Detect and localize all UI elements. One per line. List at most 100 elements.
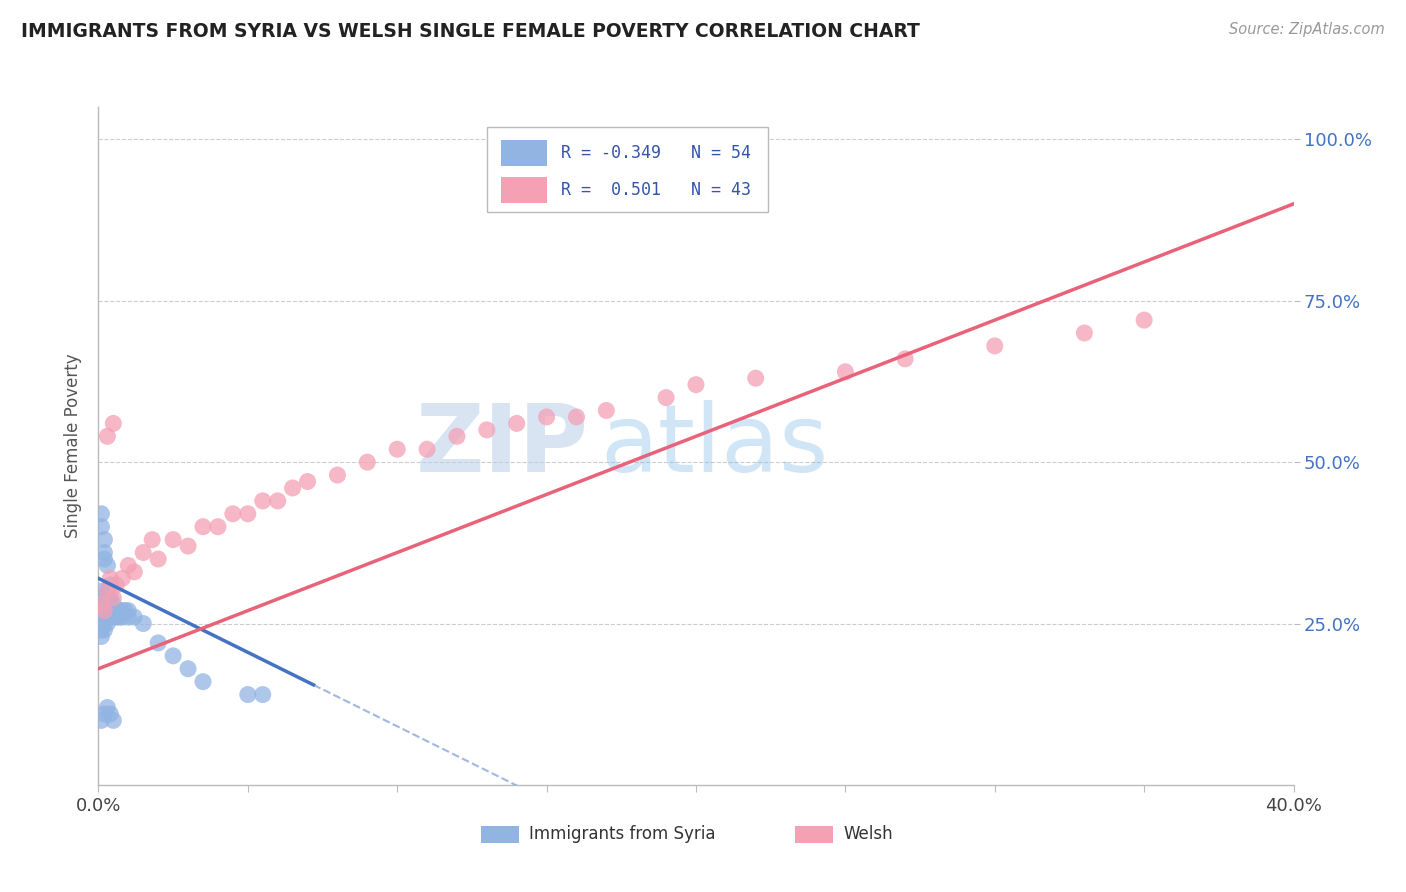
Point [105, 578, 128, 592]
Point [114, 604, 136, 618]
Point [98, 591, 122, 605]
Point [117, 604, 139, 618]
Point [90, 597, 112, 611]
Point [111, 610, 134, 624]
Point [252, 688, 274, 702]
Text: ZIP: ZIP [416, 400, 589, 492]
Point [191, 519, 214, 533]
Point [98, 610, 122, 624]
Point [191, 674, 214, 689]
Point [93, 610, 115, 624]
Point [93, 616, 115, 631]
Point [103, 714, 125, 728]
Text: Immigrants from Syria: Immigrants from Syria [529, 825, 716, 844]
Point [90, 610, 112, 624]
Point [108, 610, 131, 624]
Point [141, 533, 163, 547]
Point [385, 442, 409, 457]
Text: IMMIGRANTS FROM SYRIA VS WELSH SINGLE FEMALE POVERTY CORRELATION CHART: IMMIGRANTS FROM SYRIA VS WELSH SINGLE FE… [21, 22, 920, 41]
Point [111, 604, 134, 618]
Point [595, 403, 617, 417]
Point [236, 688, 259, 702]
Point [96, 610, 118, 624]
Point [132, 616, 155, 631]
Bar [796, 826, 834, 843]
Point [177, 539, 200, 553]
Point [1073, 326, 1095, 340]
Point [93, 706, 115, 721]
Text: Source: ZipAtlas.com: Source: ZipAtlas.com [1229, 22, 1385, 37]
Point [834, 365, 856, 379]
Point [745, 371, 768, 385]
Point [98, 604, 122, 618]
Point [326, 468, 349, 483]
Point [90, 630, 112, 644]
Y-axis label: Single Female Poverty: Single Female Poverty [65, 354, 83, 538]
Point [103, 604, 125, 618]
Point [96, 429, 118, 443]
Point [162, 648, 184, 663]
Point [685, 377, 707, 392]
Point [894, 351, 917, 366]
Point [148, 552, 170, 566]
Point [90, 519, 112, 533]
Point [96, 700, 118, 714]
Point [655, 391, 678, 405]
Point [98, 578, 122, 592]
Bar [481, 826, 519, 843]
Point [984, 339, 1007, 353]
Point [117, 610, 139, 624]
Point [93, 533, 115, 547]
Point [267, 494, 290, 508]
Point [236, 507, 259, 521]
Point [506, 417, 529, 431]
Point [93, 552, 115, 566]
Point [93, 591, 115, 605]
Point [108, 604, 131, 618]
FancyBboxPatch shape [486, 128, 768, 212]
Point [96, 597, 118, 611]
Point [1133, 313, 1156, 327]
Point [356, 455, 378, 469]
Point [207, 519, 229, 533]
Point [475, 423, 498, 437]
Point [90, 623, 112, 637]
Point [93, 604, 115, 618]
Point [98, 597, 122, 611]
Point [90, 604, 112, 618]
Point [93, 604, 115, 618]
Point [90, 616, 112, 631]
Text: atlas: atlas [600, 400, 828, 492]
Point [90, 507, 112, 521]
Point [103, 597, 125, 611]
Point [96, 616, 118, 631]
Point [103, 417, 125, 431]
Point [222, 507, 245, 521]
Bar [501, 140, 547, 166]
Point [90, 714, 112, 728]
Point [98, 706, 122, 721]
Point [148, 636, 170, 650]
Point [93, 545, 115, 559]
Point [177, 662, 200, 676]
Point [90, 584, 112, 599]
Point [117, 558, 139, 573]
Point [93, 623, 115, 637]
Point [96, 584, 118, 599]
Point [124, 610, 146, 624]
Point [93, 597, 115, 611]
Point [252, 494, 274, 508]
Point [162, 533, 184, 547]
Point [96, 584, 118, 599]
Point [565, 409, 588, 424]
Point [111, 571, 134, 585]
Text: R =  0.501   N = 43: R = 0.501 N = 43 [561, 181, 751, 199]
Point [281, 481, 304, 495]
Point [446, 429, 468, 443]
Point [416, 442, 439, 457]
Point [536, 409, 558, 424]
Point [98, 571, 122, 585]
Point [297, 475, 319, 489]
Point [103, 610, 125, 624]
Point [103, 591, 125, 605]
